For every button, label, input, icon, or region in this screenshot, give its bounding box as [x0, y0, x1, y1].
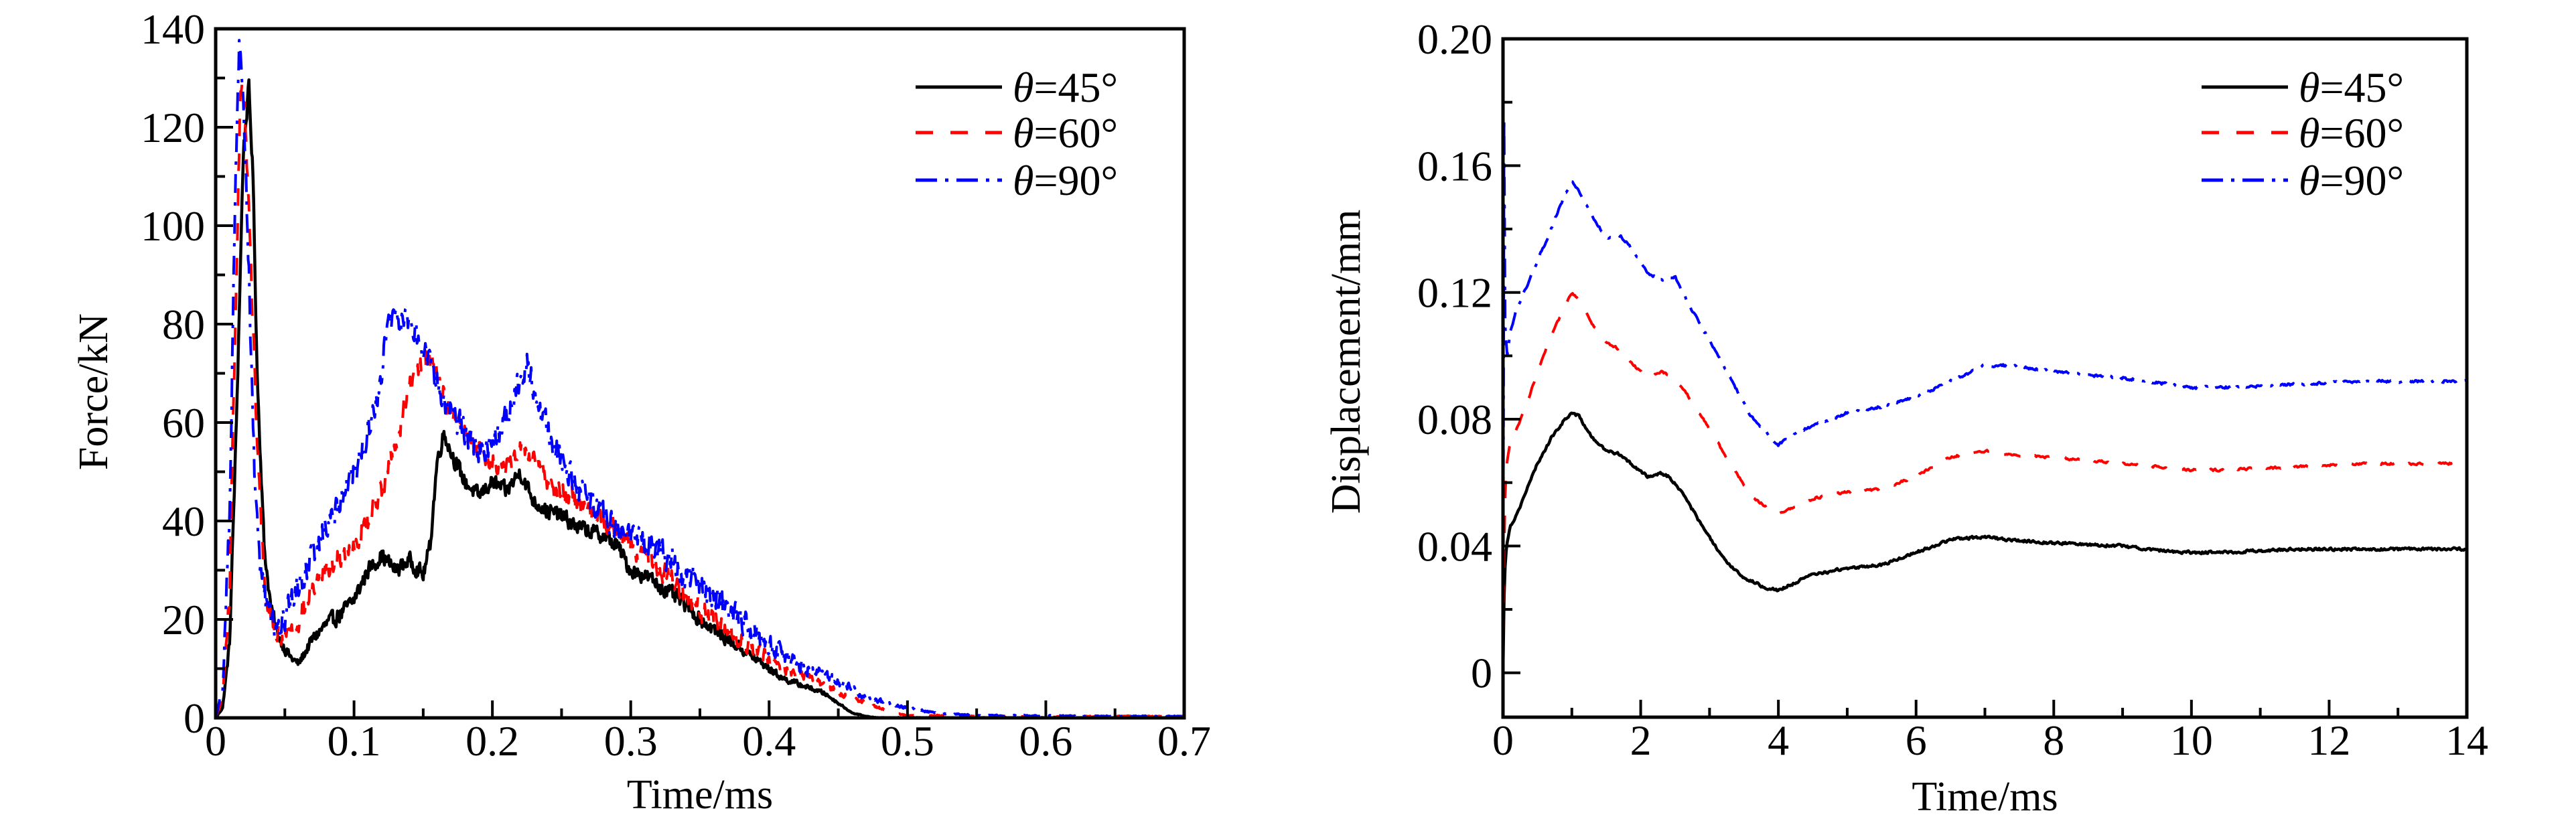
displacement-y-tick-label: 0.20 — [1417, 15, 1492, 63]
force-legend-entry-60: θ=60° — [916, 109, 1118, 157]
displacement-legend-label-60: θ=60° — [2299, 109, 2404, 157]
displacement-y-tick-label: 0.12 — [1417, 269, 1492, 317]
displacement-chart: 0 2 4 6 8 10 12 14 0 0.04 0.08 0.12 0.16 0.20 Time/ms… — [1323, 15, 2488, 820]
force-legend: θ=45° θ=60° θ=90° — [916, 64, 1118, 204]
displacement-legend-entry-60: θ=60° — [2202, 109, 2404, 157]
force-legend-value-90: =90° — [1033, 157, 1118, 204]
displacement-legend-entry-90: θ=90° — [2202, 157, 2404, 204]
force-series-90-line — [216, 39, 1184, 718]
force-chart: 0 0.1 0.2 0.3 0.4 0.5 0.6 0.7 0 20 40 60 80 100 120 140… — [71, 5, 1211, 818]
force-x-tick-label: 0.5 — [881, 717, 934, 765]
force-legend-value-45: =45° — [1033, 64, 1118, 111]
force-y-tick-label: 100 — [141, 202, 205, 250]
displacement-y-tick-label: 0.04 — [1417, 522, 1492, 570]
displacement-legend: θ=45° θ=60° θ=90° — [2202, 64, 2404, 204]
force-legend-value-60: =60° — [1033, 109, 1118, 157]
displacement-legend-theta-60: θ — [2299, 109, 2319, 157]
displacement-y-tick-label: 0.16 — [1417, 142, 1492, 190]
force-x-tick-label: 0.4 — [742, 717, 796, 765]
displacement-legend-theta-90: θ — [2299, 157, 2319, 204]
displacement-legend-value-45: =45° — [2319, 64, 2404, 111]
displacement-legend-label-90: θ=90° — [2299, 157, 2404, 204]
displacement-x-tick-label: 0 — [1492, 717, 1514, 764]
force-y-axis-label: Force/kN — [71, 313, 117, 470]
force-x-tick-label: 0.2 — [466, 717, 519, 765]
displacement-legend-theta-45: θ — [2299, 64, 2319, 111]
force-y-tick-label: 0 — [184, 694, 205, 742]
displacement-y-tick-label: 0 — [1471, 650, 1492, 697]
force-y-tick-label: 120 — [141, 104, 205, 151]
force-y-tick-label: 80 — [162, 301, 205, 348]
force-legend-theta-60: θ — [1013, 109, 1033, 157]
displacement-x-tick-label: 14 — [2445, 717, 2488, 764]
force-legend-theta-45: θ — [1013, 64, 1033, 111]
force-x-tick-label: 0 — [205, 717, 226, 765]
displacement-x-tick-label: 6 — [1906, 717, 1927, 764]
displacement-legend-label-45: θ=45° — [2299, 64, 2404, 111]
displacement-series-60-line — [1503, 292, 2467, 672]
displacement-legend-value-60: =60° — [2319, 109, 2404, 157]
force-x-axis-label: Time/ms — [627, 772, 773, 818]
displacement-x-tick-label: 8 — [2043, 717, 2064, 764]
displacement-plot-frame — [1501, 37, 2469, 719]
displacement-series-layer — [1503, 117, 2467, 672]
force-y-tick-label: 60 — [162, 399, 205, 447]
displacement-y-tick-label: 0.08 — [1417, 396, 1492, 443]
force-legend-theta-90: θ — [1013, 157, 1033, 204]
displacement-x-tick-label: 2 — [1630, 717, 1652, 764]
force-y-tick-label: 20 — [162, 596, 205, 644]
displacement-x-tick-label: 12 — [2307, 717, 2350, 764]
displacement-y-axis-label: Displacement/mm — [1323, 210, 1369, 514]
force-x-tick-label: 0.6 — [1019, 717, 1072, 765]
displacement-x-axis-label: Time/ms — [1912, 774, 2058, 820]
force-legend-entry-90: θ=90° — [916, 157, 1118, 204]
force-legend-entry-45: θ=45° — [916, 64, 1118, 111]
displacement-series-45-line — [1503, 411, 2467, 672]
force-legend-label-60: θ=60° — [1013, 109, 1118, 157]
force-y-tick-label: 140 — [141, 5, 205, 53]
force-y-tick-label: 40 — [162, 498, 205, 545]
force-tick-labels: 0 0.1 0.2 0.3 0.4 0.5 0.6 0.7 0 20 40 60 80 100 120 140 — [141, 5, 1211, 765]
force-legend-label-90: θ=90° — [1013, 157, 1118, 204]
force-legend-label-45: θ=45° — [1013, 64, 1118, 111]
force-plot-frame — [214, 27, 1186, 720]
displacement-legend-value-90: =90° — [2319, 157, 2404, 204]
force-x-tick-label: 0.1 — [328, 717, 381, 765]
displacement-x-tick-label: 10 — [2170, 717, 2213, 764]
force-x-tick-label: 0.3 — [604, 717, 658, 765]
force-x-tick-label: 0.7 — [1157, 717, 1211, 765]
displacement-series-90-line — [1503, 117, 2467, 672]
displacement-x-tick-label: 4 — [1768, 717, 1789, 764]
displacement-tick-labels: 0 2 4 6 8 10 12 14 0 0.04 0.08 0.12 0.16 0.20 — [1417, 15, 2488, 764]
displacement-legend-entry-45: θ=45° — [2202, 64, 2404, 111]
